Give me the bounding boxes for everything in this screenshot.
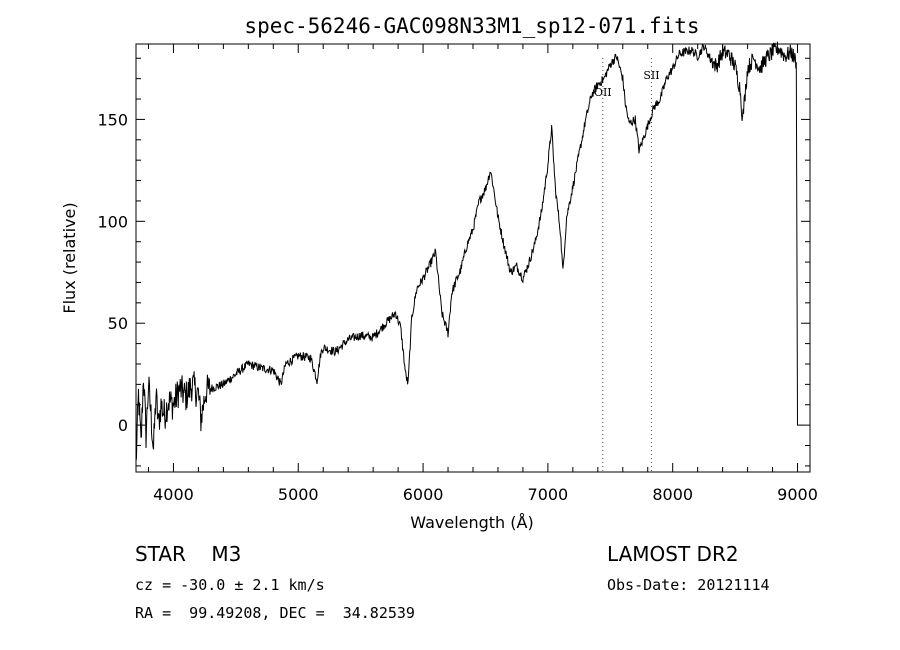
line-marker-label: OII bbox=[594, 86, 612, 99]
x-axis-label: Wavelength (Å) bbox=[410, 513, 533, 532]
x-tick-label: 4000 bbox=[153, 485, 194, 504]
axis-tick-labels: 4000 5000 6000 7000 8000 9000 0 50 100 150 bbox=[97, 110, 817, 504]
survey-label: LAMOST DR2 bbox=[607, 542, 739, 566]
x-tick-label: 5000 bbox=[278, 485, 319, 504]
axis-ticks bbox=[136, 44, 810, 472]
x-tick-label: 8000 bbox=[652, 485, 693, 504]
velocity-label: cz = -30.0 ± 2.1 km/s bbox=[135, 576, 325, 594]
spectrum-line bbox=[135, 41, 802, 461]
obs-date-label: Obs-Date: 20121114 bbox=[607, 576, 770, 594]
x-tick-label: 9000 bbox=[777, 485, 818, 504]
y-tick-label: 50 bbox=[108, 314, 128, 333]
object-type-label: STAR M3 bbox=[135, 542, 242, 566]
coordinates-label: RA = 99.49208, DEC = 34.82539 bbox=[135, 604, 415, 622]
y-tick-label: 100 bbox=[97, 212, 128, 231]
y-tick-label: 0 bbox=[118, 416, 128, 435]
y-tick-label: 150 bbox=[97, 110, 128, 129]
line-marker-label: SII bbox=[643, 69, 659, 82]
plot-frame bbox=[135, 43, 811, 473]
annotation-lines: OII SII bbox=[594, 58, 660, 472]
x-tick-label: 6000 bbox=[403, 485, 444, 504]
y-axis-label: Flux (relative) bbox=[60, 202, 79, 313]
x-tick-label: 7000 bbox=[528, 485, 569, 504]
chart-title: spec-56246-GAC098N33M1_sp12-071.fits bbox=[244, 14, 699, 38]
